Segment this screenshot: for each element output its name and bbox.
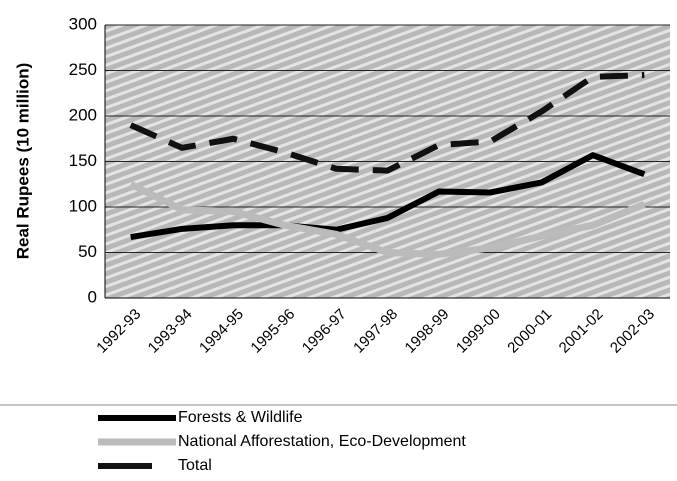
x-tick-label: 2001-02 [556,306,607,357]
x-tick-label: 1997-98 [350,306,401,357]
y-tick-label: 250 [69,60,97,79]
x-tick-label: 1992-93 [93,306,144,357]
y-tick-label: 300 [69,14,97,33]
x-tick-label: 1994-95 [196,306,247,357]
y-axis-label: Real Rupees (10 million) [13,63,32,260]
x-tick-label: 1995-96 [247,306,298,357]
y-tick-label: 100 [69,196,97,215]
y-tick-label: 150 [69,151,97,170]
legend-label: Forests & Wildlife [178,409,303,426]
y-tick-label: 0 [88,287,97,306]
legend-label: Total [178,457,212,474]
x-tick-label: 2002-03 [607,306,658,357]
legend-label: National Afforestation, Eco-Development [178,433,466,450]
series-line [129,72,645,174]
series-line [129,181,646,258]
x-tick-label: 1999-00 [453,306,504,357]
x-tick-label: 1996-97 [299,306,350,357]
y-tick-label: 200 [69,105,97,124]
y-tick-label: 50 [78,242,97,261]
series-line [130,152,646,240]
x-tick-label: 1998-99 [402,306,453,357]
x-tick-label: 1993-94 [145,306,196,357]
x-tick-label: 2000-01 [504,306,555,357]
